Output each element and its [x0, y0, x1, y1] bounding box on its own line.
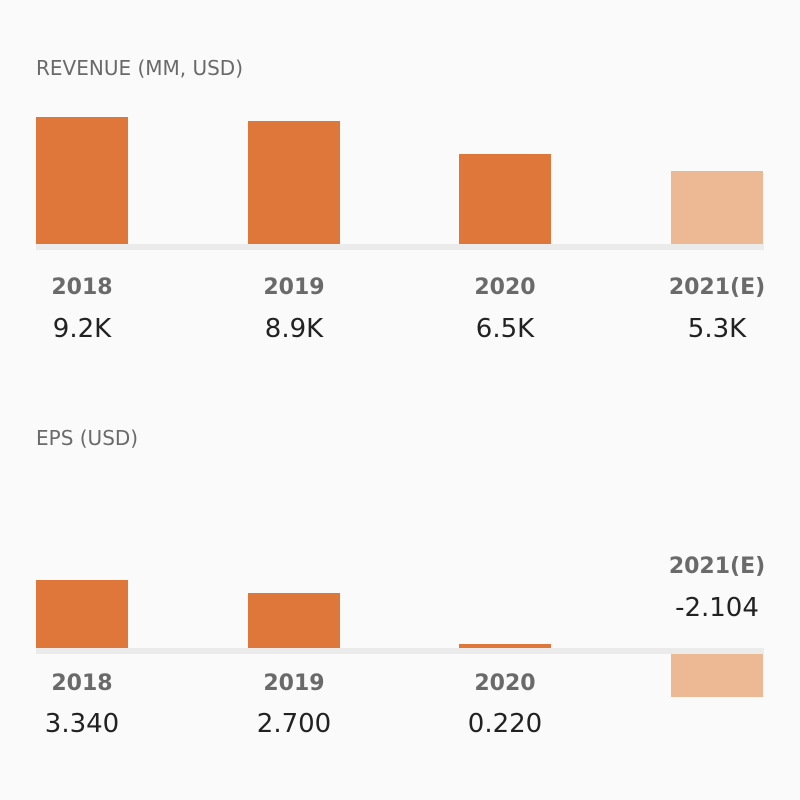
category-label: 2019	[263, 671, 325, 696]
value-label: 3.340	[44, 709, 120, 739]
category-label: 2020	[474, 275, 536, 300]
revenue-title: REVENUE (MM, USD)	[36, 56, 244, 80]
category-label: 2018	[51, 671, 113, 696]
eps-axis	[36, 648, 764, 654]
value-label: 8.9K	[264, 314, 324, 344]
category-label: 2021(E)	[668, 554, 766, 579]
value-label: 6.5K	[475, 314, 535, 344]
value-label: 5.3K	[687, 314, 747, 344]
bar-2018	[36, 117, 128, 244]
category-label: 2021(E)	[668, 275, 766, 300]
bar-2018	[36, 579, 128, 648]
value-label: 0.220	[467, 709, 543, 739]
value-label: 2.700	[256, 709, 332, 739]
bar-2020	[459, 643, 551, 648]
bar-2021(E)	[671, 654, 763, 697]
value-label: -2.104	[675, 593, 759, 623]
eps-title: EPS (USD)	[36, 426, 139, 450]
bar-2021(E)	[671, 170, 763, 244]
value-label: 9.2K	[52, 314, 112, 344]
category-label: 2020	[474, 671, 536, 696]
bar-2020	[459, 154, 551, 244]
category-label: 2018	[51, 275, 113, 300]
bar-2019	[248, 592, 340, 648]
bar-2019	[248, 121, 340, 244]
revenue-axis	[36, 244, 764, 250]
category-label: 2019	[263, 275, 325, 300]
